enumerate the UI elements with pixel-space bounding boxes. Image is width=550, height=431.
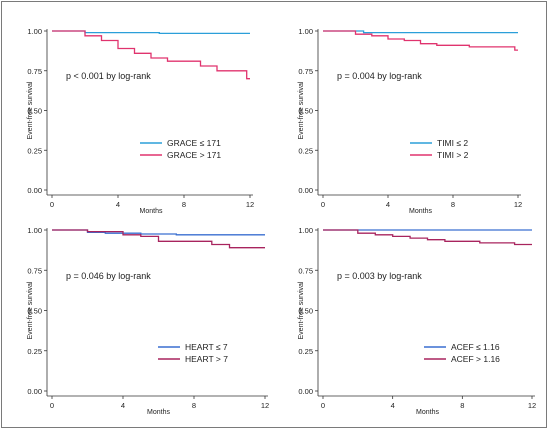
survival-curve-2 xyxy=(323,30,518,51)
survival-curve-2 xyxy=(52,30,250,80)
x-tick-label: 4 xyxy=(386,200,390,209)
panel-1: 0.00 0.25 0.50 0.75 1.00 0 4 8 12 Months Event-fre… xyxy=(27,27,254,215)
y-tick-label: 0.75 xyxy=(298,67,313,76)
survival-curve-2 xyxy=(52,229,265,249)
y-tick-label: 0.00 xyxy=(298,387,313,396)
x-tick-label: 8 xyxy=(182,200,186,209)
x-tick-label: 12 xyxy=(528,401,536,410)
logrank-annotation: p = 0.003 by log-rank xyxy=(337,271,422,281)
y-tick-label: 0.75 xyxy=(298,266,313,275)
y-tick-label: 0.50 xyxy=(27,307,42,316)
y-tick-label: 1.00 xyxy=(27,226,42,235)
legend-label: HEART > 7 xyxy=(185,354,228,364)
x-tick-label: 0 xyxy=(50,200,54,209)
legend: ACEF ≤ 1.16 ACEF > 1.16 xyxy=(424,342,500,364)
x-tick-label: 4 xyxy=(391,401,395,410)
legend: HEART ≤ 7 HEART > 7 xyxy=(158,342,228,364)
panel-3: 0.00 0.25 0.50 0.75 1.00 0 4 8 12 Months Event-fre… xyxy=(27,226,269,416)
survival-curve-1 xyxy=(52,229,265,236)
x-axis-title: Months xyxy=(140,208,163,215)
logrank-annotation: p < 0.001 by log-rank xyxy=(66,71,151,81)
legend-label: TIMI ≤ 2 xyxy=(437,138,468,148)
y-tick-label: 1.00 xyxy=(27,27,42,36)
panel-2: 0.00 0.25 0.50 0.75 1.00 0 4 8 12 Months Event-fre… xyxy=(298,27,522,215)
legend-label: GRACE ≤ 171 xyxy=(167,138,221,148)
x-tick-label: 4 xyxy=(116,200,120,209)
x-tick-label: 8 xyxy=(192,401,196,410)
y-axis-title: Event-free survival xyxy=(27,281,34,339)
y-tick-label: 0.25 xyxy=(27,347,42,356)
panel-4: 0.00 0.25 0.50 0.75 1.00 0 4 8 12 Months Event-fre… xyxy=(298,226,536,416)
survival-curve-2 xyxy=(323,229,532,246)
y-axis-title: Event-free survival xyxy=(298,281,305,339)
y-tick-label: 0.25 xyxy=(298,146,313,155)
x-tick-label: 4 xyxy=(121,401,125,410)
legend: GRACE ≤ 171 GRACE > 171 xyxy=(140,138,221,160)
y-tick-label: 0.50 xyxy=(27,107,42,116)
x-tick-label: 8 xyxy=(451,200,455,209)
y-tick-label: 0.25 xyxy=(27,146,42,155)
legend: TIMI ≤ 2 TIMI > 2 xyxy=(410,138,469,160)
legend-label: GRACE > 171 xyxy=(167,150,221,160)
x-tick-label: 8 xyxy=(460,401,464,410)
y-tick-label: 0.50 xyxy=(298,307,313,316)
x-tick-label: 12 xyxy=(261,401,269,410)
y-axis-title: Event-free survival xyxy=(27,81,34,139)
logrank-annotation: p = 0.004 by log-rank xyxy=(337,71,422,81)
x-tick-label: 0 xyxy=(321,401,325,410)
y-tick-label: 1.00 xyxy=(298,27,313,36)
y-tick-label: 1.00 xyxy=(298,226,313,235)
y-axis-title: Event-free survival xyxy=(298,81,305,139)
y-tick-label: 0.25 xyxy=(298,347,313,356)
x-tick-label: 12 xyxy=(514,200,522,209)
x-axis-title: Months xyxy=(147,409,170,416)
y-tick-label: 0.75 xyxy=(27,67,42,76)
x-tick-label: 0 xyxy=(50,401,54,410)
y-tick-label: 0.00 xyxy=(27,186,42,195)
legend-label: TIMI > 2 xyxy=(437,150,469,160)
x-tick-label: 12 xyxy=(246,200,254,209)
y-tick-label: 0.75 xyxy=(27,266,42,275)
legend-label: ACEF > 1.16 xyxy=(451,354,500,364)
legend-label: HEART ≤ 7 xyxy=(185,342,228,352)
y-tick-label: 0.00 xyxy=(298,186,313,195)
x-axis-title: Months xyxy=(416,409,439,416)
y-tick-label: 0.00 xyxy=(27,387,42,396)
legend-label: ACEF ≤ 1.16 xyxy=(451,342,500,352)
x-tick-label: 0 xyxy=(321,200,325,209)
x-axis-title: Months xyxy=(409,208,432,215)
y-tick-label: 0.50 xyxy=(298,107,313,116)
logrank-annotation: p = 0.046 by log-rank xyxy=(66,271,151,281)
